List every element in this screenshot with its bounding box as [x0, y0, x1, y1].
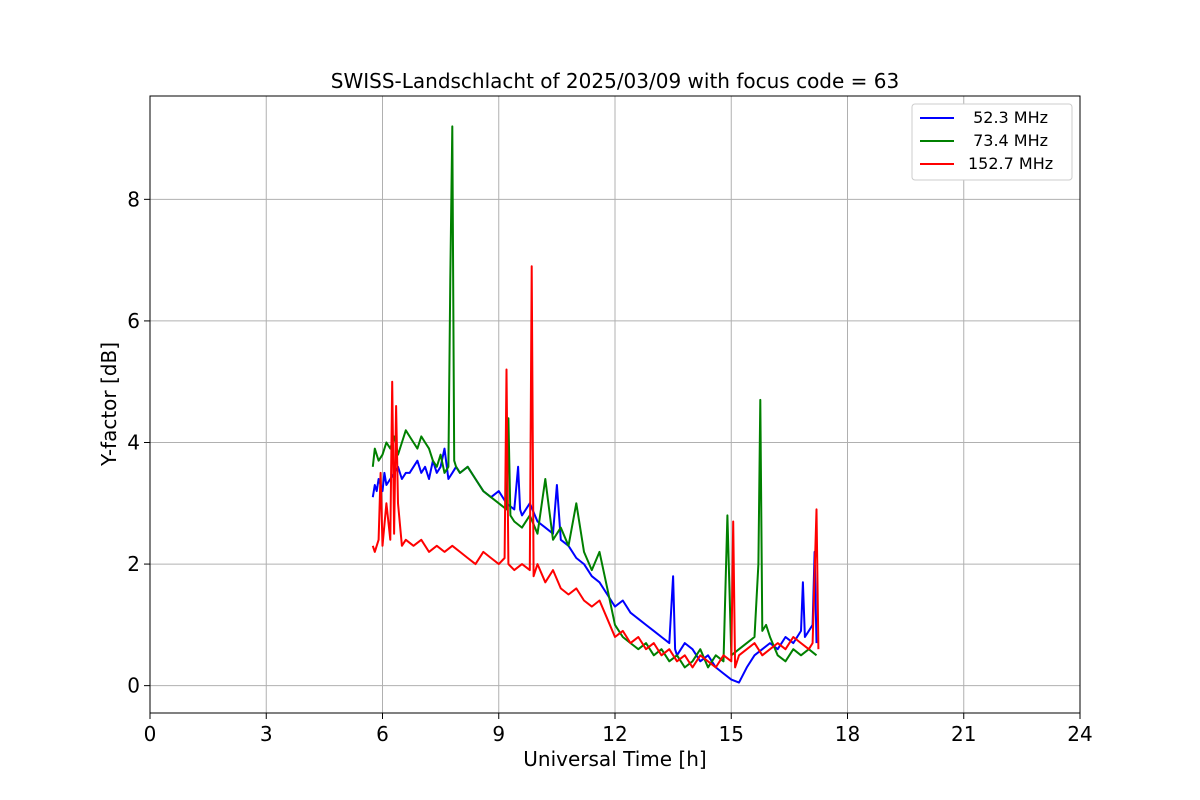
y-tick-label: 6	[127, 309, 140, 333]
y-tick-label: 8	[127, 187, 140, 211]
series-line-0	[371, 447, 818, 684]
y-tick-label: 4	[127, 430, 140, 454]
x-ticks: 0 3 6 9 12 15 18 21 24	[144, 713, 1093, 746]
y-tick-label: 0	[127, 674, 140, 698]
legend-box	[911, 103, 1073, 181]
legend: 52.3 MHz 73.4 MHz 152.7 MHz	[911, 103, 1073, 181]
x-tick-label: 0	[144, 722, 157, 746]
x-tick-label: 24	[1067, 722, 1092, 746]
y-tick-label: 2	[127, 552, 140, 576]
series-line-2	[371, 265, 820, 669]
x-tick-label: 3	[260, 722, 273, 746]
legend-label-0: 52.3 MHz	[968, 108, 1048, 127]
series-line-1	[371, 125, 818, 669]
x-axis-label: Universal Time [h]	[523, 747, 706, 771]
y-axis-label: Y-factor [dB]	[97, 342, 121, 467]
legend-label-2: 152.7 MHz	[968, 154, 1053, 173]
x-tick-label: 12	[602, 722, 627, 746]
x-tick-label: 18	[835, 722, 860, 746]
y-ticks: 0 2 4 6 8	[127, 187, 150, 698]
legend-label-1: 73.4 MHz	[968, 131, 1048, 150]
x-tick-label: 15	[719, 722, 744, 746]
x-tick-label: 9	[492, 722, 505, 746]
chart-title: SWISS-Landschlacht of 2025/03/09 with fo…	[331, 69, 899, 93]
x-tick-label: 21	[951, 722, 976, 746]
series-group	[371, 125, 820, 684]
x-tick-label: 6	[376, 722, 389, 746]
